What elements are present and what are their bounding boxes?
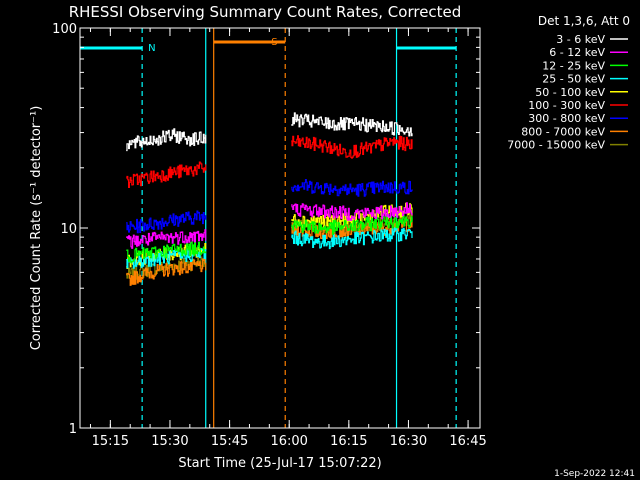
series-line-3-6keV-seg0 bbox=[126, 128, 207, 152]
x-tick-label: 16:45 bbox=[449, 434, 486, 449]
legend-label: 25 - 50 keV bbox=[542, 73, 605, 86]
x-axis-label: Start Time (25-Jul-17 15:07:22) bbox=[178, 456, 381, 471]
flag-bars: NS bbox=[80, 37, 457, 54]
y-tick-label: 100 bbox=[52, 22, 77, 37]
legend-label: 12 - 25 keV bbox=[542, 59, 605, 72]
footer-date: 1-Sep-2022 12:41 bbox=[554, 469, 635, 479]
series-line-300-800keV-seg0 bbox=[126, 210, 207, 234]
series-line-12-25keV-seg0 bbox=[126, 240, 207, 264]
plot-axes: 15:15 15:30 15:45 16:00 16:15 16:30 16:45 1 10 10… bbox=[52, 22, 487, 449]
flag-label-S: S bbox=[271, 37, 277, 48]
series-line-6-12keV-seg0 bbox=[126, 229, 207, 249]
series-line-100-300keV-seg1 bbox=[291, 135, 413, 159]
series-line-800-7000keV-seg0 bbox=[126, 258, 207, 286]
legend-label: 7000 - 15000 keV bbox=[507, 139, 605, 152]
legend-label: 3 - 6 keV bbox=[556, 33, 605, 46]
legend-label: 100 - 300 keV bbox=[528, 99, 605, 112]
x-tick-label: 16:00 bbox=[270, 434, 307, 449]
y-axis-label: Corrected Count Rate (s⁻¹ detector⁻¹) bbox=[29, 106, 44, 351]
series-line-12-25keV-seg1 bbox=[291, 214, 413, 235]
x-tick-label: 15:15 bbox=[92, 434, 129, 449]
y-tick-label: 1 bbox=[69, 422, 77, 437]
legend-title: Det 1,3,6, Att 0 bbox=[538, 14, 630, 28]
series-line-100-300keV-seg0 bbox=[126, 161, 207, 188]
legend-label: 6 - 12 keV bbox=[549, 46, 605, 59]
series-line-6-12keV-seg1 bbox=[291, 202, 413, 221]
chart-title: RHESSI Observing Summary Count Rates, Co… bbox=[69, 3, 462, 21]
series-line-3-6keV-seg1 bbox=[291, 112, 413, 137]
flag-label-N: N bbox=[148, 43, 155, 54]
x-tick-label: 16:15 bbox=[330, 434, 367, 449]
x-tick-label: 15:45 bbox=[211, 434, 248, 449]
legend-label: 50 - 100 keV bbox=[535, 86, 605, 99]
x-tick-label: 16:30 bbox=[390, 434, 427, 449]
x-tick-label: 15:30 bbox=[151, 434, 188, 449]
series-line-25-50keV-seg1 bbox=[291, 226, 413, 250]
series-line-300-800keV-seg1 bbox=[291, 179, 413, 197]
legend-label: 800 - 7000 keV bbox=[521, 125, 605, 138]
y-tick-label: 10 bbox=[60, 222, 77, 237]
legend-label: 300 - 800 keV bbox=[528, 112, 605, 125]
series-layer bbox=[126, 112, 413, 286]
